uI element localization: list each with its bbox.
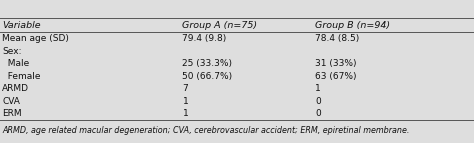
Text: ARMD: ARMD bbox=[2, 84, 29, 93]
Text: Male: Male bbox=[2, 59, 29, 68]
Text: 79.4 (9.8): 79.4 (9.8) bbox=[182, 34, 227, 43]
Text: 1: 1 bbox=[182, 109, 188, 118]
Text: Group B (n=94): Group B (n=94) bbox=[315, 21, 390, 29]
Text: Mean age (SD): Mean age (SD) bbox=[2, 34, 69, 43]
Text: Sex:: Sex: bbox=[2, 46, 22, 55]
Text: Variable: Variable bbox=[2, 21, 41, 29]
Text: 63 (67%): 63 (67%) bbox=[315, 72, 357, 81]
Text: Female: Female bbox=[2, 72, 41, 81]
Text: 50 (66.7%): 50 (66.7%) bbox=[182, 72, 233, 81]
Text: 31 (33%): 31 (33%) bbox=[315, 59, 357, 68]
Text: 25 (33.3%): 25 (33.3%) bbox=[182, 59, 232, 68]
Text: ERM: ERM bbox=[2, 109, 22, 118]
Text: 1: 1 bbox=[182, 97, 188, 106]
Text: 7: 7 bbox=[182, 84, 188, 93]
Text: 1: 1 bbox=[315, 84, 321, 93]
Text: 0: 0 bbox=[315, 109, 321, 118]
Text: CVA: CVA bbox=[2, 97, 20, 106]
Text: Group A (n=75): Group A (n=75) bbox=[182, 21, 257, 29]
Text: 0: 0 bbox=[315, 97, 321, 106]
Text: ARMD, age related macular degeneration; CVA, cerebrovascular accident; ERM, epir: ARMD, age related macular degeneration; … bbox=[2, 126, 410, 135]
Text: 78.4 (8.5): 78.4 (8.5) bbox=[315, 34, 359, 43]
